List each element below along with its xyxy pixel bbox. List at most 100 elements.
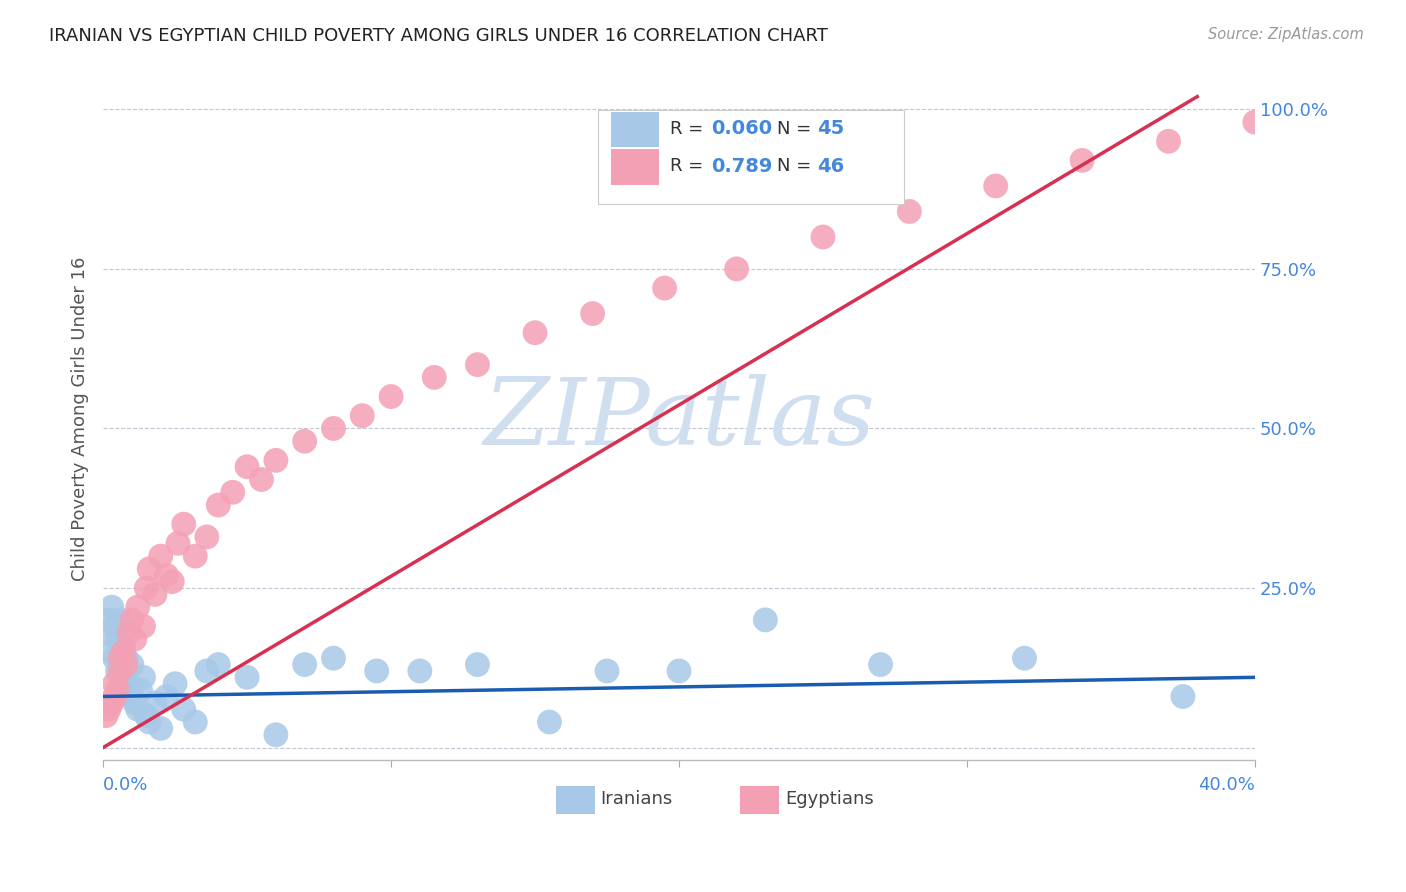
Text: 45: 45 (817, 120, 845, 138)
FancyBboxPatch shape (555, 786, 595, 814)
Point (112, 645, 135, 659)
Text: ZIPatlas: ZIPatlas (484, 374, 875, 464)
Point (118, 625, 141, 640)
Text: 40.0%: 40.0% (1198, 776, 1256, 794)
Point (1171, 690, 1194, 704)
Point (195, 530, 218, 544)
Point (581, 307, 603, 321)
Point (811, 230, 834, 244)
FancyBboxPatch shape (599, 110, 904, 203)
Point (100, 645, 122, 659)
Point (121, 613, 143, 627)
Point (184, 549, 207, 563)
Point (110, 664, 132, 678)
Point (294, 657, 316, 672)
Point (107, 664, 129, 678)
FancyBboxPatch shape (612, 149, 659, 185)
Point (984, 178, 1007, 193)
Point (195, 664, 218, 678)
Text: Egyptians: Egyptians (785, 790, 873, 808)
Point (107, 632, 129, 646)
Point (423, 370, 446, 384)
Point (112, 639, 135, 653)
Point (467, 657, 489, 672)
Point (112, 670, 135, 684)
Point (143, 696, 166, 710)
Text: Iranians: Iranians (600, 790, 673, 808)
Point (165, 676, 187, 690)
Text: R =: R = (669, 120, 709, 137)
Point (596, 664, 619, 678)
Text: R =: R = (669, 157, 709, 175)
Point (725, 261, 748, 276)
Text: N =: N = (778, 120, 817, 137)
Text: 0.789: 0.789 (711, 157, 773, 176)
Point (155, 690, 177, 704)
Point (167, 536, 190, 550)
Point (155, 568, 177, 582)
Text: N =: N = (778, 157, 817, 175)
Point (121, 657, 143, 672)
Point (754, 613, 776, 627)
Point (869, 657, 891, 672)
Point (898, 204, 921, 219)
FancyBboxPatch shape (612, 112, 659, 147)
Point (322, 421, 344, 435)
Point (127, 600, 149, 615)
Point (97, 702, 120, 716)
Point (124, 696, 146, 710)
Point (124, 632, 146, 646)
Point (97, 613, 120, 627)
Point (135, 581, 157, 595)
Point (250, 473, 273, 487)
Point (1071, 153, 1094, 168)
Text: 0.0%: 0.0% (103, 776, 149, 794)
Point (654, 281, 676, 295)
Point (94, 625, 117, 640)
Point (1157, 134, 1180, 148)
Point (149, 549, 172, 563)
Point (409, 664, 432, 678)
Point (467, 358, 489, 372)
FancyBboxPatch shape (740, 786, 779, 814)
Text: Source: ZipAtlas.com: Source: ZipAtlas.com (1208, 27, 1364, 42)
Point (94, 708, 117, 723)
Point (138, 714, 160, 729)
Point (184, 714, 207, 729)
Point (135, 708, 157, 723)
Point (110, 657, 132, 672)
Point (160, 574, 183, 589)
Point (118, 676, 141, 690)
Point (294, 434, 316, 449)
Point (129, 683, 152, 698)
Point (668, 664, 690, 678)
Point (173, 702, 195, 716)
Point (207, 657, 229, 672)
Point (127, 702, 149, 716)
Point (143, 587, 166, 601)
Point (222, 485, 245, 500)
Text: 0.060: 0.060 (711, 120, 772, 138)
Point (104, 676, 127, 690)
Text: 46: 46 (817, 157, 845, 176)
Text: IRANIAN VS EGYPTIAN CHILD POVERTY AMONG GIRLS UNDER 16 CORRELATION CHART: IRANIAN VS EGYPTIAN CHILD POVERTY AMONG … (49, 27, 828, 45)
Point (236, 459, 259, 474)
Point (1014, 651, 1036, 665)
Point (264, 453, 287, 467)
Y-axis label: Child Poverty Among Girls Under 16: Child Poverty Among Girls Under 16 (72, 257, 89, 581)
Point (121, 690, 143, 704)
Point (132, 619, 155, 633)
Point (524, 326, 547, 340)
Point (538, 714, 561, 729)
Point (138, 562, 160, 576)
Point (115, 657, 138, 672)
Point (173, 517, 195, 532)
Point (104, 690, 127, 704)
Point (149, 722, 172, 736)
Point (236, 670, 259, 684)
Point (264, 728, 287, 742)
Point (366, 664, 388, 678)
Point (115, 683, 138, 698)
Point (100, 696, 122, 710)
Point (1244, 115, 1267, 129)
